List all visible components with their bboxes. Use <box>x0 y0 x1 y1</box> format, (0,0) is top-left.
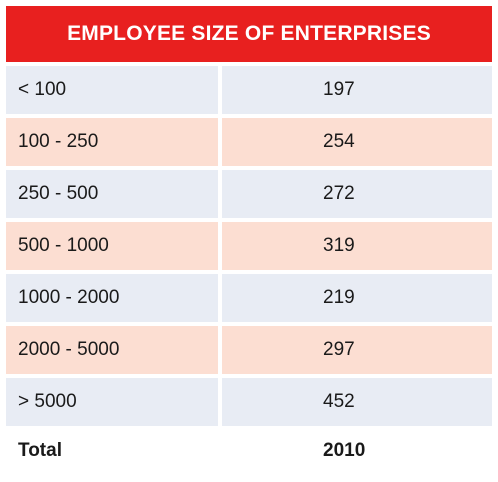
row-label: 250 - 500 <box>6 170 218 218</box>
total-value: 2010 <box>222 430 492 472</box>
row-label: 2000 - 5000 <box>6 326 218 374</box>
table-body: < 100 197 100 - 250 254 250 - 500 272 50… <box>6 66 492 472</box>
row-label: > 5000 <box>6 378 218 426</box>
table-row: > 5000 452 <box>6 378 492 426</box>
row-value: 254 <box>222 118 492 166</box>
table-row: 2000 - 5000 297 <box>6 326 492 374</box>
row-label: < 100 <box>6 66 218 114</box>
row-value: 219 <box>222 274 492 322</box>
table-row: 100 - 250 254 <box>6 118 492 166</box>
row-value: 319 <box>222 222 492 270</box>
table-row: 250 - 500 272 <box>6 170 492 218</box>
row-value: 197 <box>222 66 492 114</box>
table-row: 1000 - 2000 219 <box>6 274 492 322</box>
table-row: < 100 197 <box>6 66 492 114</box>
row-value: 272 <box>222 170 492 218</box>
row-label: 100 - 250 <box>6 118 218 166</box>
total-row: Total 2010 <box>6 430 492 472</box>
table-title: EMPLOYEE SIZE OF ENTERPRISES <box>6 6 492 62</box>
row-value: 452 <box>222 378 492 426</box>
total-label: Total <box>6 430 218 472</box>
row-value: 297 <box>222 326 492 374</box>
row-label: 500 - 1000 <box>6 222 218 270</box>
table-row: 500 - 1000 319 <box>6 222 492 270</box>
row-label: 1000 - 2000 <box>6 274 218 322</box>
enterprise-size-table: EMPLOYEE SIZE OF ENTERPRISES < 100 197 1… <box>6 6 492 472</box>
